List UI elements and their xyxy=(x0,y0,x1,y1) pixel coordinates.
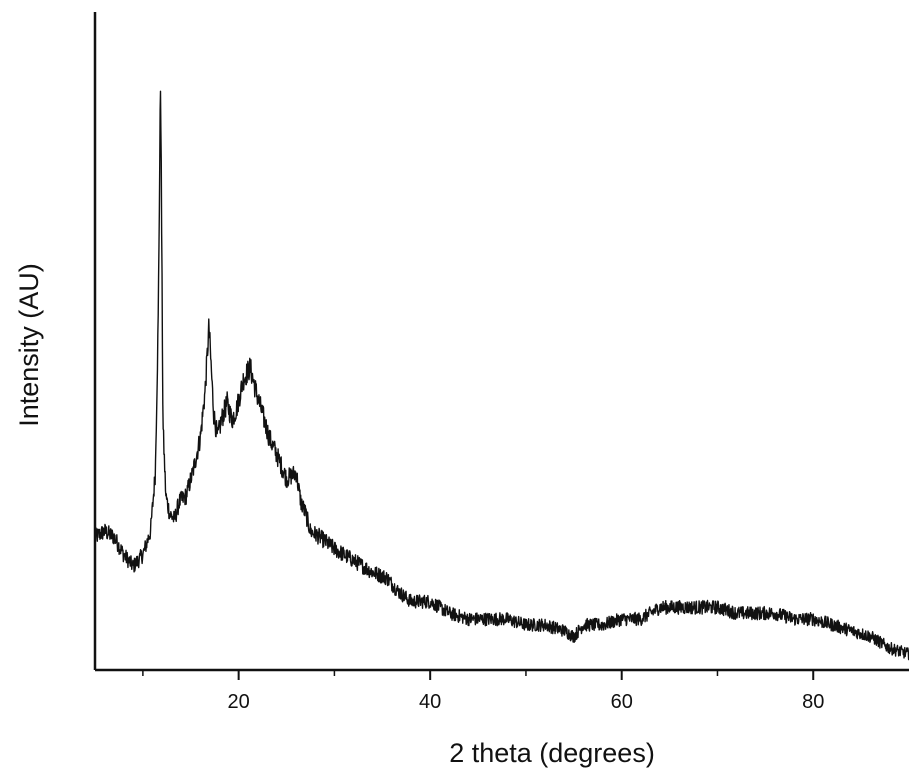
x-tick-label: 40 xyxy=(419,691,441,713)
x-tick-label: 60 xyxy=(611,691,633,713)
y-axis-title: Intensity (AU) xyxy=(14,263,44,427)
x-axis-ticks: 20 40 60 80 xyxy=(142,670,824,713)
x-axis-title: 2 theta (degrees) xyxy=(449,738,655,768)
x-tick-label: 20 xyxy=(228,691,250,713)
xrd-pattern-line xyxy=(94,90,909,661)
plot-area xyxy=(94,90,909,661)
x-tick-label: 80 xyxy=(802,691,824,713)
